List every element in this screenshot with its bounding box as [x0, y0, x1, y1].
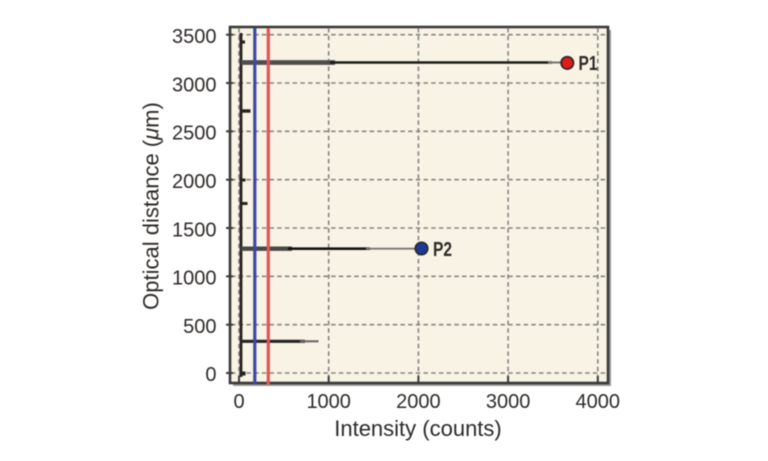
svg-text:Optical distance (μm): Optical distance (μm) — [139, 102, 164, 310]
svg-text:1000: 1000 — [172, 268, 217, 290]
svg-text:3000: 3000 — [486, 391, 531, 413]
svg-text:P1: P1 — [579, 53, 598, 75]
svg-text:2500: 2500 — [172, 123, 217, 145]
svg-text:P2: P2 — [433, 239, 452, 261]
svg-text:2000: 2000 — [396, 391, 441, 413]
svg-text:2000: 2000 — [172, 171, 217, 193]
svg-text:0: 0 — [233, 391, 244, 413]
svg-text:4000: 4000 — [576, 391, 621, 413]
svg-text:3500: 3500 — [172, 26, 217, 48]
svg-text:0: 0 — [205, 364, 216, 386]
svg-text:1500: 1500 — [172, 219, 217, 241]
svg-text:3000: 3000 — [172, 74, 217, 96]
svg-text:1000: 1000 — [306, 391, 351, 413]
svg-text:500: 500 — [183, 316, 216, 338]
svg-text:Intensity (counts): Intensity (counts) — [334, 416, 502, 441]
